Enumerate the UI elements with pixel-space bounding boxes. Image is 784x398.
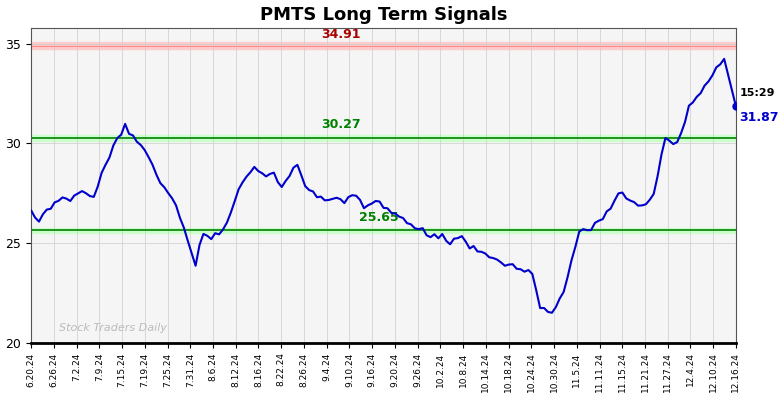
Bar — [31, 228, 736, 233]
Text: Stock Traders Daily: Stock Traders Daily — [60, 323, 167, 333]
Title: PMTS Long Term Signals: PMTS Long Term Signals — [260, 6, 507, 23]
Text: 30.27: 30.27 — [321, 118, 361, 131]
Bar — [31, 135, 736, 140]
Text: 34.91: 34.91 — [321, 27, 361, 41]
Bar — [31, 42, 736, 49]
Text: 25.65: 25.65 — [359, 211, 398, 224]
Text: 15:29: 15:29 — [739, 88, 775, 98]
Text: 31.87: 31.87 — [739, 111, 779, 124]
